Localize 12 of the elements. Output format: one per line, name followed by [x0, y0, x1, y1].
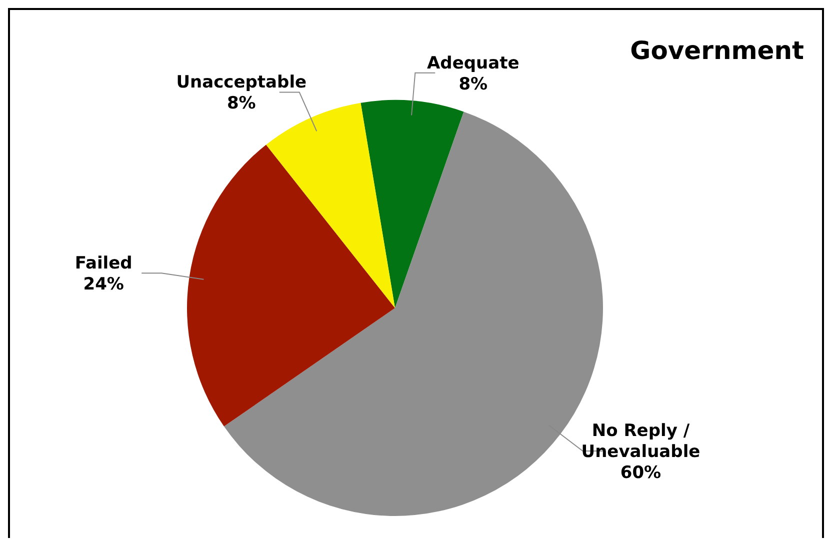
- data-label: 24%: [83, 274, 124, 295]
- slice-label: Unacceptable: [176, 72, 307, 93]
- data-label: 60%: [620, 463, 662, 484]
- slice-label: Adequate: [427, 53, 520, 74]
- chart-title: Government: [630, 36, 804, 65]
- slice-label: No Reply / Unevaluable: [581, 421, 700, 462]
- pie-slice: [360, 100, 464, 308]
- slice-label: Failed: [74, 254, 132, 274]
- pie-slice: [187, 144, 395, 426]
- pie-slice: [266, 102, 395, 308]
- data-label: 8%: [226, 94, 256, 114]
- data-label: 8%: [458, 74, 488, 94]
